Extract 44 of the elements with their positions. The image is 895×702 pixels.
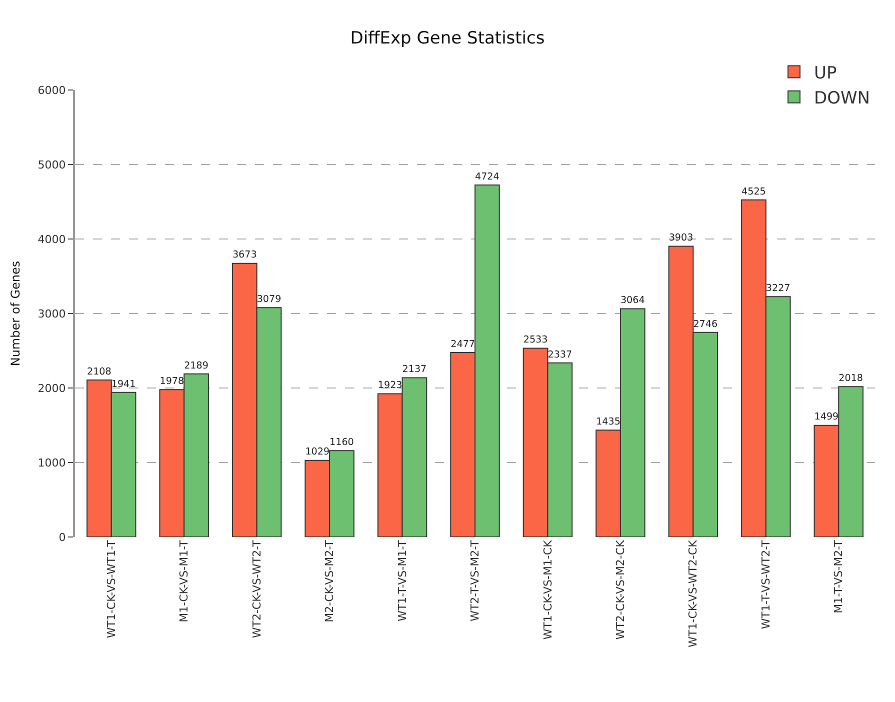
y-tick-label: 6000 [38,84,66,97]
y-tick-label: 3000 [38,307,66,320]
data-label: 2337 [548,349,572,360]
x-tick-label: WT1-T-VS-M1-T [396,540,409,622]
data-label: 1978 [160,376,184,388]
x-tick-label: M2-CK-VS-M2-T [323,540,336,622]
legend-label: UP [814,63,837,84]
y-tick-label: 2000 [38,382,66,395]
data-label: 2533 [523,334,548,346]
y-tick-label: 0 [58,530,66,544]
y-tick-label: 5000 [38,158,66,172]
data-label: 1435 [596,416,620,428]
x-tick-label: WT2-CK-VS-WT2-T [250,540,264,638]
data-label: 1941 [111,378,136,390]
x-tick-label: WT1-CK-VS-WT1-T [104,540,118,638]
x-tick-label: M1-CK-VS-M1-T [178,540,191,622]
data-label: 2108 [87,366,112,378]
data-label: 3227 [766,282,790,294]
chart-title: DiffExp Gene Statistics [350,28,545,48]
data-label: 2189 [184,360,208,372]
data-label: 3903 [668,232,694,244]
x-tick-label: WT1-T-VS-WT2-T [759,540,772,630]
data-label: 4724 [475,171,500,182]
data-label: 1029 [305,446,330,458]
data-label: 1160 [330,436,354,448]
data-label: 4525 [742,186,766,198]
data-label: 3673 [232,250,257,261]
x-tick-label: WT1-CK-VS-M1-CK [541,539,554,640]
x-tick-label: WT1-CK-VS-WT2-CK [686,539,700,648]
data-label: 1923 [378,380,402,392]
data-label: 2477 [450,338,475,350]
data-label: 2018 [838,373,863,384]
x-tick-label: WT2-CK-VS-M2-CK [614,539,628,640]
data-label: 3079 [256,294,282,305]
data-label: 2137 [402,364,427,376]
y-tick-label: 4000 [38,232,66,246]
legend-label: DOWN [814,88,870,109]
x-tick-label: M1-T-VS-M2-T [832,540,846,614]
x-tick-label: WT2-T-VS-M2-T [468,540,482,622]
y-axis-title: Number of Genes [8,260,23,366]
data-label: 1499 [814,412,839,423]
data-label: 2746 [693,318,718,330]
y-tick-label: 1000 [38,456,66,470]
data-label: 3064 [620,295,645,306]
